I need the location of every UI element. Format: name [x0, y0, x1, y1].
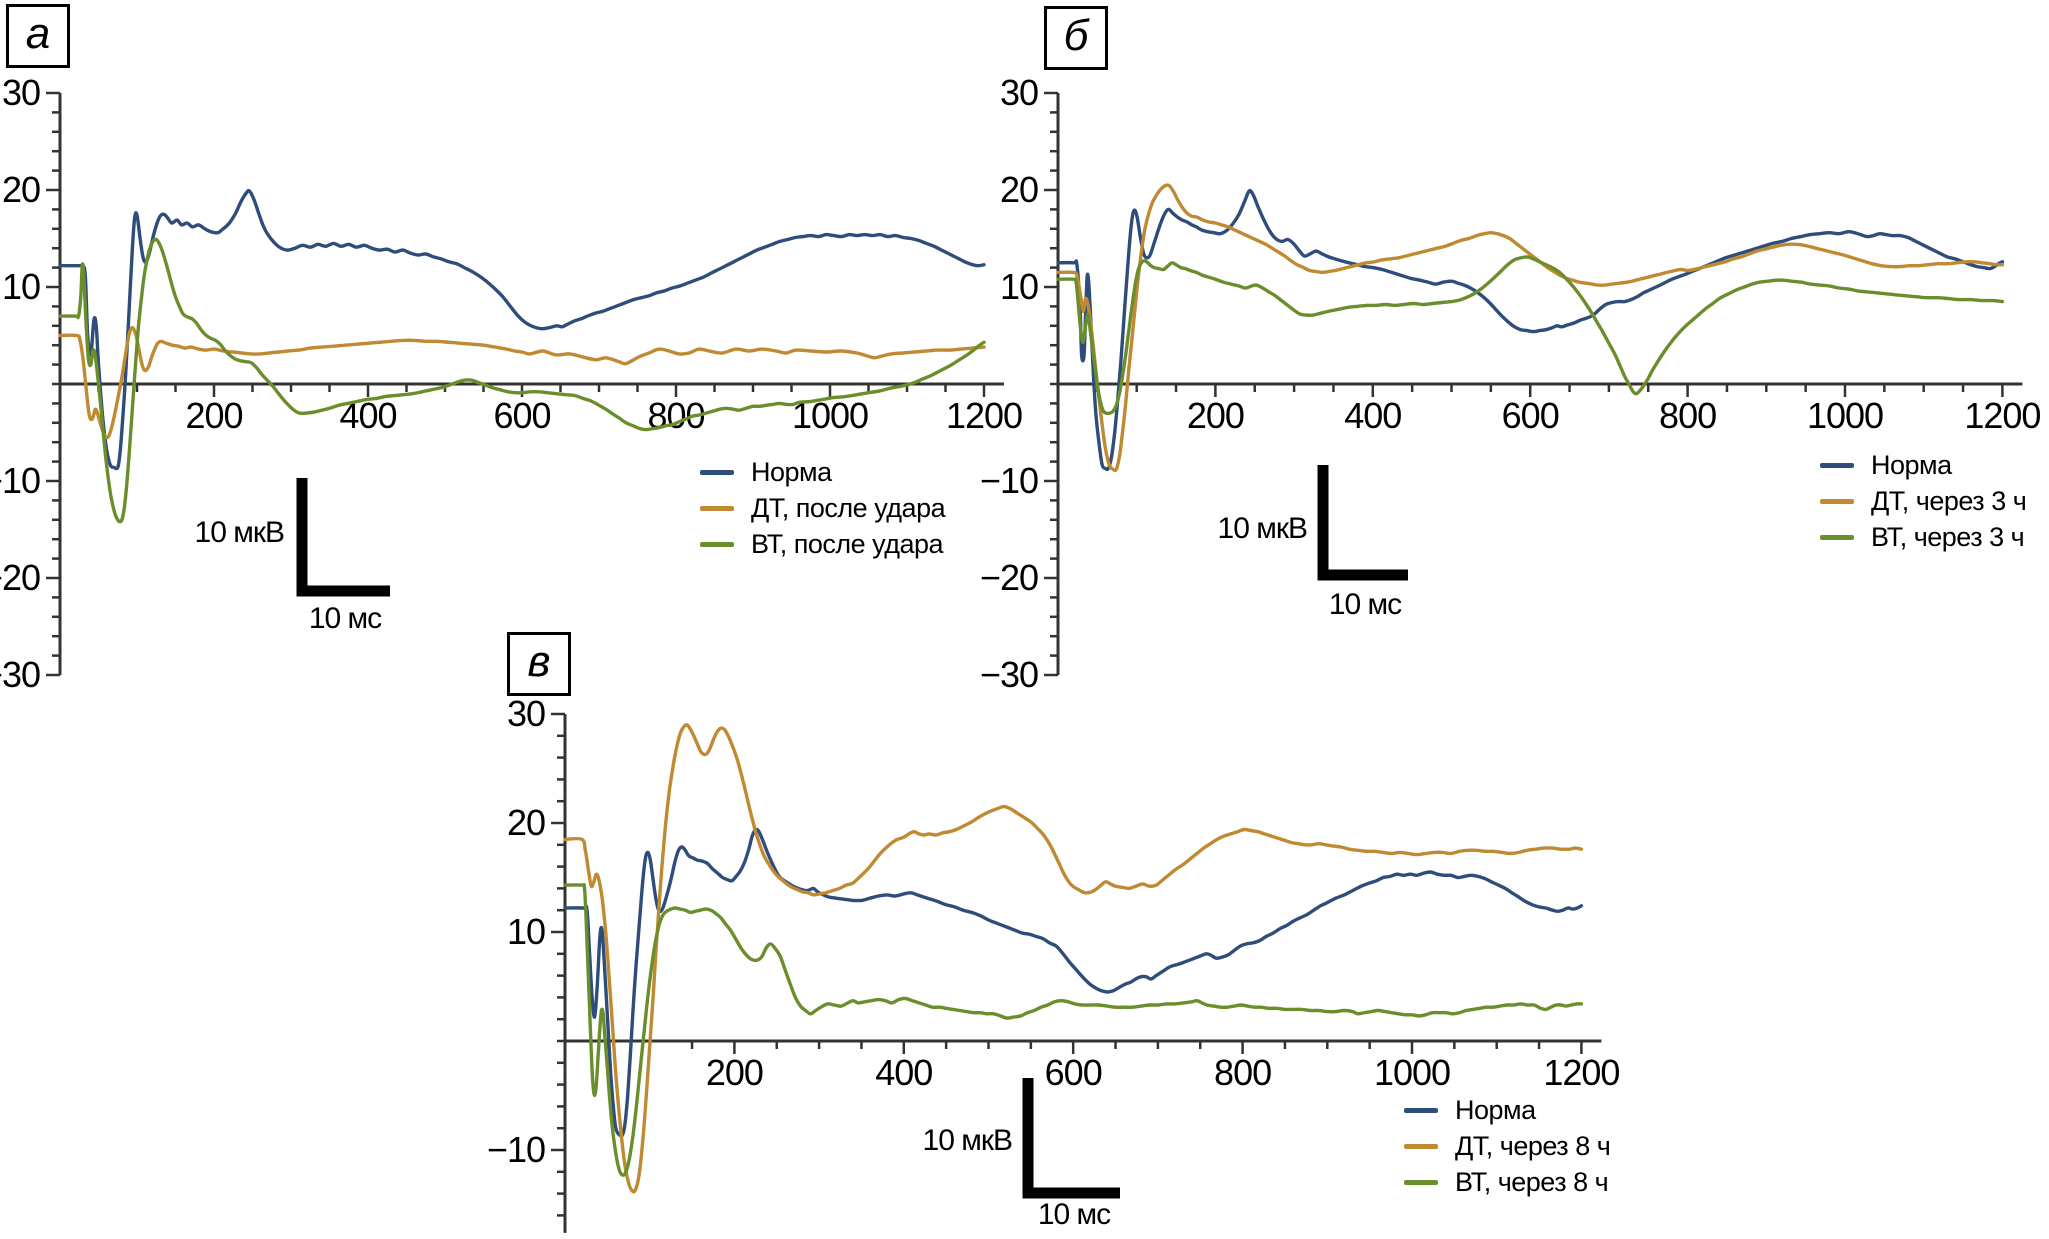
legend-label: ВТ, после удара	[751, 528, 944, 559]
x-tick-label: 800	[1214, 1052, 1271, 1093]
x-tick-label: 400	[875, 1052, 932, 1093]
x-tick-label: 1200	[1543, 1052, 1619, 1093]
y-tick-label: −20	[980, 557, 1038, 598]
legend-label: ДТ, через 8 ч	[1455, 1130, 1611, 1161]
panel-v-voltage-scale-label: 10 мкВ	[922, 1124, 1013, 1157]
panel-a-legend-item-0: Норма	[700, 454, 945, 490]
panel-b-letter: б	[1063, 11, 1089, 60]
legend-label: Норма	[1455, 1094, 1536, 1125]
y-tick-label: 20	[2, 169, 40, 210]
panel-b-legend-item-0: Норма	[1820, 447, 2026, 483]
panel-b-legend: Норма ДТ, через 3 ч ВТ, через 3 ч	[1820, 447, 2027, 555]
panel-b-legend-item-2: ВТ, через 3 ч	[1820, 519, 2026, 555]
legend-label: ВТ, через 8 ч	[1455, 1166, 1609, 1197]
panel-a-legend: Норма ДТ, после удара ВТ, после удара	[700, 454, 946, 562]
legend-swatch-icon	[1404, 1107, 1438, 1113]
panel-a-legend-item-2: ВТ, после удара	[700, 526, 945, 562]
panel-v-legend-item-2: ВТ, через 8 ч	[1404, 1164, 1610, 1200]
panel-a-label-box: а	[6, 4, 70, 68]
panel-b-legend-item-1: ДТ, через 3 ч	[1820, 483, 2027, 519]
panel-a-time-scale-label: 10 мс	[308, 602, 382, 635]
y-tick-label: 30	[2, 72, 40, 113]
panel-a-series-1	[58, 326, 986, 440]
panel-v: 30 20 10 −10 200 400 600 800 1000 1200	[487, 693, 1620, 1233]
legend-swatch-icon	[1404, 1143, 1438, 1149]
panel-b-scale-bar	[1317, 465, 1408, 581]
legend-label: Норма	[1871, 449, 1952, 480]
panel-b: 30 20 10 −10 −20 −30 200 400 600 800 1000 1200	[980, 72, 2042, 695]
panel-v-legend-item-1: ДТ, через 8 ч	[1404, 1128, 1611, 1164]
legend-label: ДТ, после удара	[751, 492, 946, 523]
x-tick-label: 400	[339, 395, 396, 436]
legend-label: ВТ, через 3 ч	[1871, 521, 2025, 552]
x-tick-label: 1200	[1964, 395, 2040, 436]
panel-b-series-2	[1056, 255, 2005, 416]
panel-v-scale-bar	[1022, 1078, 1120, 1199]
legend-swatch-icon	[700, 469, 734, 475]
y-tick-label: 10	[507, 911, 545, 952]
x-tick-label: 600	[1045, 1052, 1102, 1093]
x-tick-label: 800	[1659, 395, 1716, 436]
panel-v-time-scale-label: 10 мс	[1037, 1198, 1111, 1231]
panel-v-series-1	[563, 723, 1584, 1194]
x-tick-label: 1000	[1374, 1052, 1450, 1093]
legend-swatch-icon	[1820, 534, 1854, 540]
x-tick-label: 400	[1344, 395, 1401, 436]
legend-label: ДТ, через 3 ч	[1871, 485, 2027, 516]
y-tick-label: −10	[487, 1129, 545, 1170]
panel-a-voltage-scale-label: 10 мкВ	[194, 516, 285, 549]
panel-b-voltage-scale-label: 10 мкВ	[1217, 512, 1308, 545]
x-tick-label: 200	[706, 1052, 763, 1093]
y-tick-label: −30	[0, 654, 40, 695]
panel-b-label-box: б	[1044, 6, 1108, 70]
y-tick-label: −20	[0, 557, 40, 598]
y-tick-label: 10	[2, 266, 40, 307]
legend-swatch-icon	[1404, 1179, 1438, 1185]
y-tick-label: 10	[1000, 266, 1038, 307]
panel-b-time-scale-label: 10 мс	[1328, 588, 1402, 621]
legend-swatch-icon	[1820, 462, 1854, 468]
y-tick-label: 20	[507, 802, 545, 843]
x-tick-label: 1000	[1807, 395, 1883, 436]
panel-v-legend: Норма ДТ, через 8 ч ВТ, через 8 ч	[1404, 1092, 1611, 1200]
y-tick-label: 20	[1000, 169, 1038, 210]
y-tick-label: 30	[1000, 72, 1038, 113]
legend-swatch-icon	[700, 541, 734, 547]
y-tick-label: −10	[0, 460, 40, 501]
panel-a-series-2	[58, 237, 986, 524]
x-tick-label: 600	[493, 395, 550, 436]
y-tick-label: −30	[980, 654, 1038, 695]
x-tick-label: 1200	[946, 395, 1022, 436]
panel-b-series-1	[1056, 183, 2005, 473]
x-tick-label: 200	[185, 395, 242, 436]
y-tick-label: 30	[507, 693, 545, 734]
panel-a-scale-bar	[296, 478, 390, 597]
x-tick-label: 200	[1187, 395, 1244, 436]
panel-v-legend-item-0: Норма	[1404, 1092, 1610, 1128]
x-tick-label: 600	[1502, 395, 1559, 436]
panel-v-series-2	[563, 883, 1584, 1177]
panel-b-series-0	[1056, 189, 2005, 472]
legend-swatch-icon	[700, 505, 734, 511]
panel-a-legend-item-1: ДТ, после удара	[700, 490, 946, 526]
panel-a-letter: а	[25, 9, 51, 58]
legend-swatch-icon	[1820, 498, 1854, 504]
legend-label: Норма	[751, 456, 832, 487]
panel-v-letter: в	[527, 637, 551, 686]
y-tick-label: −10	[980, 460, 1038, 501]
panel-v-label-box: в	[507, 632, 571, 696]
